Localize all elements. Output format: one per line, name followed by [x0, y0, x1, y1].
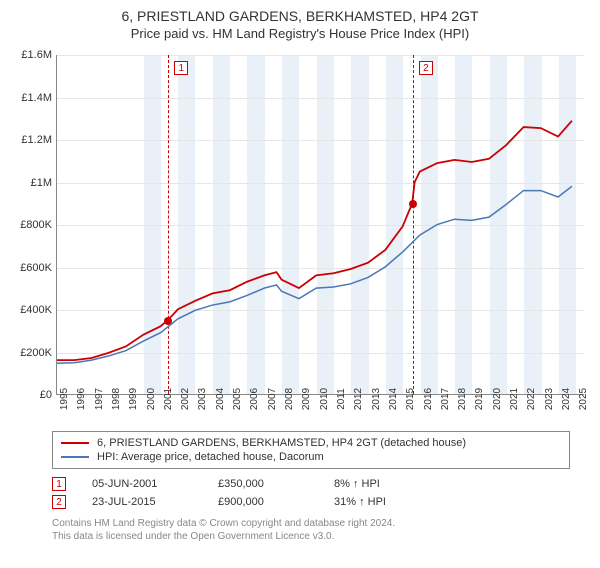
- x-axis-label: 2006: [249, 388, 260, 410]
- x-axis-label: 2024: [561, 388, 572, 410]
- legend: 6, PRIESTLAND GARDENS, BERKHAMSTED, HP4 …: [52, 431, 570, 469]
- footer-line: This data is licensed under the Open Gov…: [52, 530, 570, 543]
- footer-line: Contains HM Land Registry data © Crown c…: [52, 517, 570, 530]
- x-axis-label: 1996: [76, 388, 87, 410]
- x-axis-label: 2025: [578, 388, 589, 410]
- sale-pct: 31% ↑ HPI: [334, 496, 386, 508]
- legend-swatch: [61, 442, 89, 444]
- x-axis-label: 2012: [353, 388, 364, 410]
- sales-table: 1 05-JUN-2001 £350,000 8% ↑ HPI 2 23-JUL…: [52, 475, 570, 511]
- sale-row: 1 05-JUN-2001 £350,000 8% ↑ HPI: [52, 475, 570, 493]
- sale-date: 23-JUL-2015: [92, 496, 192, 508]
- x-axis-label: 2011: [336, 388, 347, 410]
- x-axis-label: 1998: [111, 388, 122, 410]
- x-axis-label: 2010: [319, 388, 330, 410]
- y-axis-label: £1.6M: [6, 49, 52, 61]
- x-axis-label: 2023: [544, 388, 555, 410]
- x-axis-label: 2003: [197, 388, 208, 410]
- x-axis-label: 2020: [492, 388, 503, 410]
- series-line: [57, 186, 572, 363]
- x-axis-label: 2002: [180, 388, 191, 410]
- y-axis-label: £1.4M: [6, 92, 52, 104]
- x-axis-label: 1995: [59, 388, 70, 410]
- y-axis-label: £1M: [6, 177, 52, 189]
- sale-price: £350,000: [218, 478, 308, 490]
- sale-price: £900,000: [218, 496, 308, 508]
- sale-date: 05-JUN-2001: [92, 478, 192, 490]
- sale-marker: 2: [52, 495, 66, 509]
- x-axis-label: 2022: [526, 388, 537, 410]
- legend-item: HPI: Average price, detached house, Daco…: [61, 450, 561, 464]
- legend-item: 6, PRIESTLAND GARDENS, BERKHAMSTED, HP4 …: [61, 436, 561, 450]
- x-axis-label: 2021: [509, 388, 520, 410]
- x-axis-label: 2016: [423, 388, 434, 410]
- sale-marker: 1: [52, 477, 66, 491]
- chart: 12 £0£200K£400K£600K£800K£1M£1.2M£1.4M£1…: [4, 45, 594, 425]
- x-axis-label: 2017: [440, 388, 451, 410]
- x-axis-label: 1997: [94, 388, 105, 410]
- y-axis-label: £200K: [6, 347, 52, 359]
- y-axis-label: £0: [6, 389, 52, 401]
- x-axis-label: 2014: [388, 388, 399, 410]
- x-axis-label: 2013: [371, 388, 382, 410]
- x-axis-label: 2004: [215, 388, 226, 410]
- sale-pct: 8% ↑ HPI: [334, 478, 380, 490]
- y-axis-label: £400K: [6, 304, 52, 316]
- x-axis-label: 2015: [405, 388, 416, 410]
- legend-swatch: [61, 456, 89, 458]
- chart-title: 6, PRIESTLAND GARDENS, BERKHAMSTED, HP4 …: [0, 8, 600, 24]
- x-axis-label: 2008: [284, 388, 295, 410]
- x-axis-label: 2019: [474, 388, 485, 410]
- x-axis-label: 2000: [146, 388, 157, 410]
- x-axis-label: 2009: [301, 388, 312, 410]
- x-axis-label: 1999: [128, 388, 139, 410]
- x-axis-label: 2005: [232, 388, 243, 410]
- x-axis-label: 2007: [267, 388, 278, 410]
- legend-label: HPI: Average price, detached house, Daco…: [97, 451, 324, 463]
- x-axis-label: 2018: [457, 388, 468, 410]
- y-axis-label: £800K: [6, 219, 52, 231]
- legend-label: 6, PRIESTLAND GARDENS, BERKHAMSTED, HP4 …: [97, 437, 466, 449]
- y-axis-label: £600K: [6, 262, 52, 274]
- footer-attribution: Contains HM Land Registry data © Crown c…: [52, 517, 570, 543]
- chart-subtitle: Price paid vs. HM Land Registry's House …: [0, 26, 600, 41]
- x-axis-label: 2001: [163, 388, 174, 410]
- sale-row: 2 23-JUL-2015 £900,000 31% ↑ HPI: [52, 493, 570, 511]
- y-axis-label: £1.2M: [6, 134, 52, 146]
- series-line: [57, 121, 572, 360]
